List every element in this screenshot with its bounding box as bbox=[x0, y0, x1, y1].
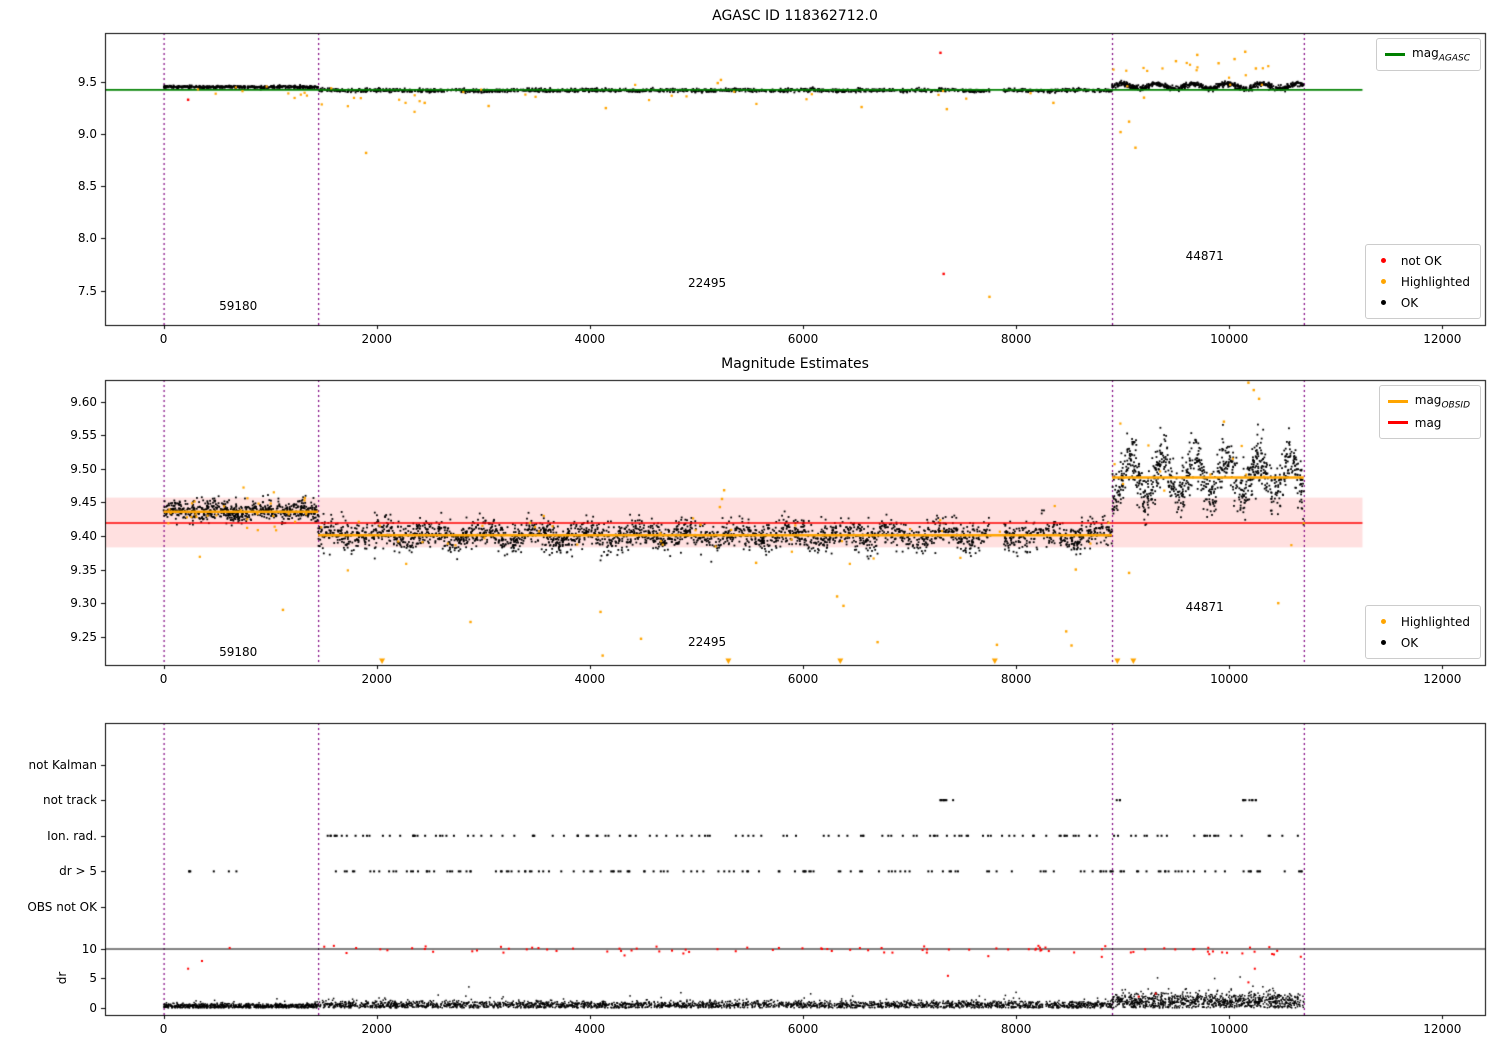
plot2-title: Magnitude Estimates bbox=[721, 356, 869, 372]
plot1-title: AGASC ID 118362712.0 bbox=[712, 8, 878, 24]
